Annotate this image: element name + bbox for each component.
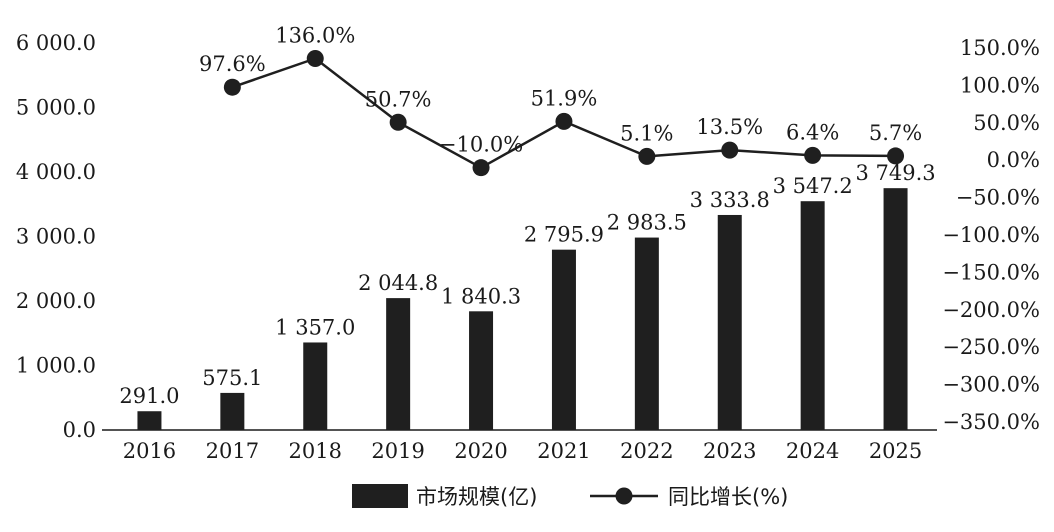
- right-tick-label: −350.0%: [942, 410, 1040, 434]
- line-data-label: 5.7%: [869, 121, 922, 145]
- bar-data-label: 291.0: [119, 384, 179, 408]
- bar: [220, 392, 245, 430]
- right-tick-label: −100.0%: [942, 223, 1040, 247]
- x-tick-label: 2024: [786, 439, 839, 463]
- left-tick-label: 4 000.0: [16, 160, 96, 184]
- left-tick-label: 5 000.0: [16, 96, 96, 120]
- bar-data-label: 3 749.3: [855, 161, 935, 185]
- line-point: [389, 113, 407, 131]
- legend-line-label: 同比增长(%): [668, 485, 788, 509]
- line-series: [223, 49, 905, 177]
- bar-data-label: 575.1: [202, 366, 262, 390]
- bar-data-label: 2 795.9: [524, 223, 604, 247]
- line-point: [804, 146, 822, 164]
- right-tick-label: 150.0%: [960, 36, 1040, 60]
- bar-data-label: 1 840.3: [441, 284, 521, 308]
- bar: [883, 188, 908, 430]
- right-tick-label: 50.0%: [973, 111, 1040, 135]
- left-tick-label: 0.0: [63, 418, 96, 442]
- left-tick-label: 3 000.0: [16, 225, 96, 249]
- x-tick-label: 2020: [454, 439, 507, 463]
- left-tick-label: 2 000.0: [16, 289, 96, 313]
- bar: [800, 201, 825, 430]
- x-tick-label: 2023: [703, 439, 756, 463]
- line-point: [472, 159, 490, 177]
- bar-data-label: 2 044.8: [358, 271, 438, 295]
- x-tick-label: 2022: [620, 439, 673, 463]
- line-point: [887, 147, 905, 165]
- right-tick-label: −200.0%: [942, 298, 1040, 322]
- right-tick-label: −300.0%: [942, 373, 1040, 397]
- right-tick-label: −50.0%: [956, 186, 1040, 210]
- bar: [551, 249, 576, 430]
- bar-data-label: 2 983.5: [607, 211, 687, 235]
- right-tick-label: 100.0%: [960, 73, 1040, 97]
- bar-series: [137, 188, 908, 430]
- bar: [469, 311, 494, 430]
- line-data-label: 13.5%: [696, 115, 763, 139]
- bar: [303, 342, 328, 430]
- line-point: [721, 141, 739, 159]
- line-data-label: 97.6%: [199, 52, 266, 76]
- x-tick-label: 2016: [123, 439, 176, 463]
- line-data-label: 5.1%: [620, 121, 673, 145]
- left-tick-label: 6 000.0: [16, 31, 96, 55]
- bar-data-label: 3 333.8: [690, 188, 770, 212]
- x-tick-label: 2021: [537, 439, 590, 463]
- line-data-label: −10.0%: [439, 133, 523, 157]
- line-point: [555, 112, 573, 130]
- legend-bar-label: 市场规模(亿): [416, 485, 537, 509]
- legend: 市场规模(亿) 同比增长(%): [352, 484, 788, 509]
- line-point: [638, 147, 656, 165]
- right-axis-ticks: −350.0% −300.0% −250.0% −200.0% −150.0% −100.…: [942, 36, 1040, 434]
- bar: [634, 237, 659, 430]
- bar: [137, 411, 162, 430]
- line-data-label: 136.0%: [275, 23, 355, 47]
- bar-data-label: 1 357.0: [275, 315, 355, 339]
- bar-data-labels: 291.0 575.1 1 357.02 044.81 840.3 2 795.92 …: [119, 161, 935, 408]
- line-point: [306, 49, 324, 67]
- left-axis-ticks: 0.0 1 000.0 2 000.0 3 000.0 4 000.0 5 000.0 6 …: [16, 31, 96, 442]
- x-tick-label: 2019: [371, 439, 424, 463]
- x-tick-label: 2017: [206, 439, 259, 463]
- line-data-label: 6.4%: [786, 120, 839, 144]
- bar: [717, 214, 742, 430]
- x-tick-label: 2018: [289, 439, 342, 463]
- line-data-labels: 97.6% 136.0% 50.7% −10.0% 51.9% 5.1% 13.5% 6.4%…: [199, 23, 922, 156]
- left-tick-label: 1 000.0: [16, 354, 96, 378]
- line-point: [223, 78, 241, 96]
- x-axis-ticks: 2016 2017 2018 2019 2020 2021 2022 2023 2024 2025: [123, 439, 923, 463]
- x-tick-label: 2025: [869, 439, 922, 463]
- line-data-label: 51.9%: [531, 86, 598, 110]
- legend-line-marker: [615, 487, 633, 505]
- bar: [386, 298, 411, 430]
- right-tick-label: −150.0%: [942, 260, 1040, 284]
- right-tick-label: 0.0%: [987, 148, 1040, 172]
- bar-data-label: 3 547.2: [773, 174, 853, 198]
- right-tick-label: −250.0%: [942, 335, 1040, 359]
- legend-bar-swatch: [352, 484, 408, 508]
- line-data-label: 50.7%: [365, 87, 432, 111]
